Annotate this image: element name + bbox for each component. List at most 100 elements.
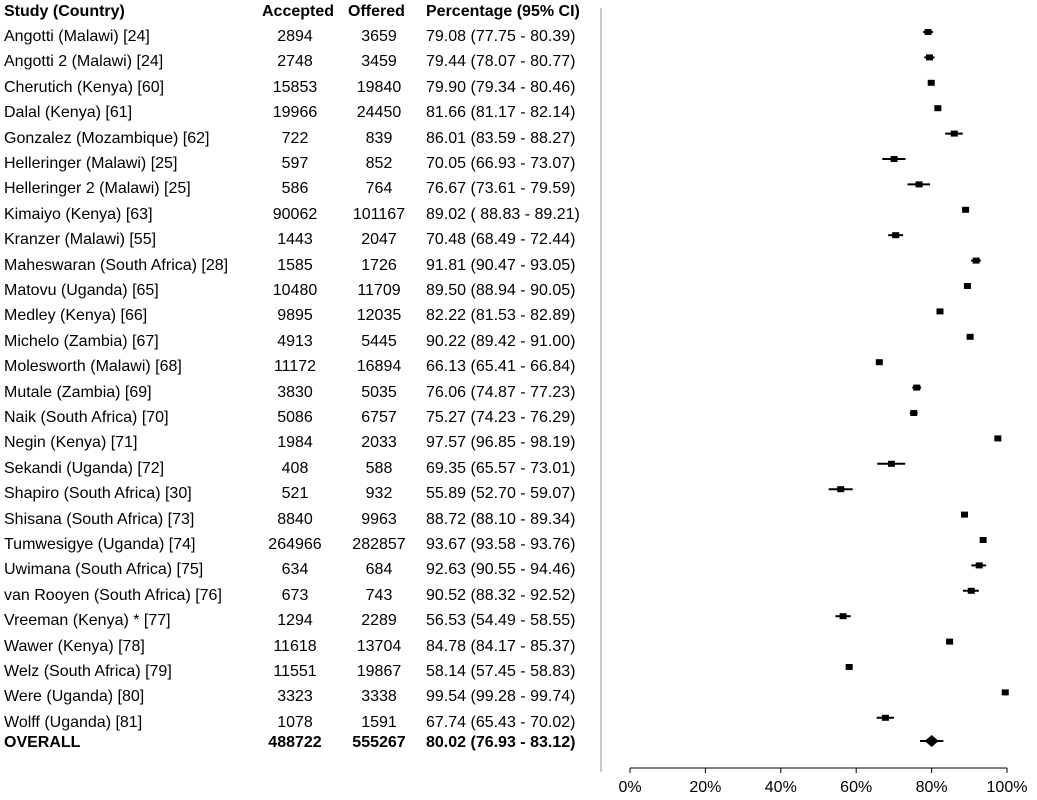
table-header: Study (Country) Accepted Offered Percent… xyxy=(0,2,600,27)
cell-percentage: 79.44 (78.07 - 80.77) xyxy=(426,53,576,71)
cell-accepted: 1078 xyxy=(277,713,313,731)
cell-study: Cherutich (Kenya) [60] xyxy=(4,78,165,96)
table-row: Helleringer 2 (Malawi) [25] 586 764 76.67 (… xyxy=(0,179,600,204)
estimate-marker xyxy=(967,587,975,594)
cell-offered: 19867 xyxy=(356,663,402,680)
estimate-marker xyxy=(963,283,971,289)
cell-offered: 282857 xyxy=(352,536,406,553)
cell-study: Wolff (Uganda) [81] xyxy=(4,713,143,731)
estimate-marker xyxy=(887,460,895,467)
cell-accepted: 11618 xyxy=(273,637,317,655)
x-tick-label: 80% xyxy=(916,779,948,796)
cell-study: Helleringer 2 (Malawi) [25] xyxy=(4,180,191,198)
cell-accepted: 5086 xyxy=(277,409,313,426)
cell-accepted: 408 xyxy=(281,459,309,477)
cell-accepted: 586 xyxy=(281,180,309,198)
cell-offered: 1726 xyxy=(361,256,397,274)
estimate-marker xyxy=(936,308,944,315)
cell-study: Sekandi (Uganda) [72] xyxy=(4,459,165,477)
overall-offered: 555267 xyxy=(352,734,406,751)
header-accepted: Accepted xyxy=(262,3,335,20)
table-row: Kranzer (Malawi) [55] 1443 2047 70.48 (68.4… xyxy=(0,230,600,255)
cell-accepted: 1294 xyxy=(277,612,313,630)
table-row: Naik (South Africa) [70] 5086 6757 75.27 (7… xyxy=(0,408,600,433)
cell-percentage: 88.72 (88.10 - 89.34) xyxy=(426,510,576,528)
cell-percentage: 90.22 (89.42 - 91.00) xyxy=(426,332,576,350)
table-row: Shapiro (South Africa) [30] 521 932 55.89 (… xyxy=(0,484,600,509)
cell-accepted: 9895 xyxy=(277,307,313,325)
cell-study: Angotti (Malawi) [24] xyxy=(4,28,150,45)
overall-diamond xyxy=(924,735,939,747)
table-row: van Rooyen (South Africa) [76] 673 743 90.5… xyxy=(0,586,600,611)
cell-accepted: 673 xyxy=(281,586,309,604)
cell-accepted: 3323 xyxy=(277,688,313,706)
x-tick-label: 60% xyxy=(840,779,872,796)
cell-offered: 19840 xyxy=(356,78,402,96)
cell-study: Wawer (Kenya) [78] xyxy=(4,637,145,655)
table-row: Angotti 2 (Malawi) [24] 2748 3459 79.44 (78… xyxy=(0,52,600,77)
cell-study: Were (Uganda) [80] xyxy=(4,688,145,706)
cell-accepted: 3830 xyxy=(277,383,313,401)
cell-study: Helleringer (Malawi) [25] xyxy=(4,155,178,172)
cell-study: Shapiro (South Africa) [30] xyxy=(4,485,192,503)
estimate-marker xyxy=(966,333,974,340)
cell-study: Kimaiyo (Kenya) [63] xyxy=(4,205,153,223)
estimate-marker xyxy=(845,664,853,670)
cell-study: Tumwesigye (Uganda) [74] xyxy=(4,536,196,553)
cell-study: Welz (South Africa) [79] xyxy=(4,663,172,680)
cell-study: Shisana (South Africa) [73] xyxy=(4,510,195,528)
cell-accepted: 11551 xyxy=(273,663,317,680)
table-row: Kimaiyo (Kenya) [63] 90062 101167 89.02 ( 8… xyxy=(0,205,600,230)
cell-accepted: 8840 xyxy=(277,510,313,528)
estimate-marker xyxy=(962,206,970,213)
cell-study: Uwimana (South Africa) [75] xyxy=(4,561,204,579)
estimate-marker xyxy=(875,359,883,366)
cell-study: Kranzer (Malawi) [55] xyxy=(4,231,157,249)
cell-percentage: 89.50 (88.94 - 90.05) xyxy=(426,282,576,299)
cell-offered: 13704 xyxy=(356,637,402,655)
table-row: Welz (South Africa) [79] 11551 19867 58.14 … xyxy=(0,662,600,687)
cell-percentage: 76.06 (74.87 - 77.23) xyxy=(426,383,576,401)
table-row: Negin (Kenya) [71] 1984 2033 97.57 (96.85 -… xyxy=(0,433,600,458)
cell-percentage: 79.08 (77.75 - 80.39) xyxy=(426,28,576,45)
table-row: Molesworth (Malawi) [68] 11172 16894 66.13 … xyxy=(0,357,600,382)
x-tick-label: 0% xyxy=(618,779,641,796)
cell-accepted: 597 xyxy=(281,155,309,172)
table-row: Dalal (Kenya) [61] 19966 24450 81.66 (81.17… xyxy=(0,103,600,128)
estimate-marker xyxy=(915,181,923,188)
cell-offered: 12035 xyxy=(356,307,402,325)
cell-percentage: 55.89 (52.70 - 59.07) xyxy=(426,485,576,503)
cell-study: Matovu (Uganda) [65] xyxy=(4,282,159,299)
estimate-marker xyxy=(924,29,932,35)
cell-study: Maheswaran (South Africa) [28] xyxy=(4,256,229,274)
cell-percentage: 91.81 (90.47 - 93.05) xyxy=(426,256,576,274)
estimate-marker xyxy=(934,105,942,112)
cell-offered: 101167 xyxy=(352,205,406,223)
estimate-marker xyxy=(910,410,918,416)
cell-percentage: 69.35 (65.57 - 73.01) xyxy=(426,459,576,477)
cell-accepted: 1443 xyxy=(277,231,313,249)
cell-study: van Rooyen (South Africa) [76] xyxy=(4,586,222,604)
cell-study: Naik (South Africa) [70] xyxy=(4,409,169,426)
cell-offered: 932 xyxy=(365,485,393,503)
cell-percentage: 70.48 (68.49 - 72.44) xyxy=(426,231,576,249)
table-row: Angotti (Malawi) [24] 2894 3659 79.08 (77.7… xyxy=(0,27,600,52)
cell-percentage: 92.63 (90.55 - 94.46) xyxy=(426,561,576,579)
header-percentage: Percentage (95% CI) xyxy=(426,3,580,20)
estimate-marker xyxy=(839,613,847,620)
cell-percentage: 79.90 (79.34 - 80.46) xyxy=(426,78,576,96)
cell-percentage: 90.52 (88.32 - 92.52) xyxy=(426,586,576,604)
estimate-marker xyxy=(890,156,898,162)
cell-offered: 684 xyxy=(365,561,393,579)
estimate-marker xyxy=(950,130,958,137)
cell-offered: 2047 xyxy=(361,231,397,249)
cell-percentage: 82.22 (81.53 - 82.89) xyxy=(426,307,576,325)
table-row: Michelo (Zambia) [67] 4913 5445 90.22 (89.4… xyxy=(0,332,600,357)
cell-offered: 5445 xyxy=(361,332,397,350)
cell-study: Angotti 2 (Malawi) [24] xyxy=(4,53,164,71)
cell-offered: 9963 xyxy=(361,510,397,528)
cell-study: Negin (Kenya) [71] xyxy=(4,434,138,452)
estimate-marker xyxy=(892,232,900,239)
overall-accepted: 488722 xyxy=(268,734,322,751)
